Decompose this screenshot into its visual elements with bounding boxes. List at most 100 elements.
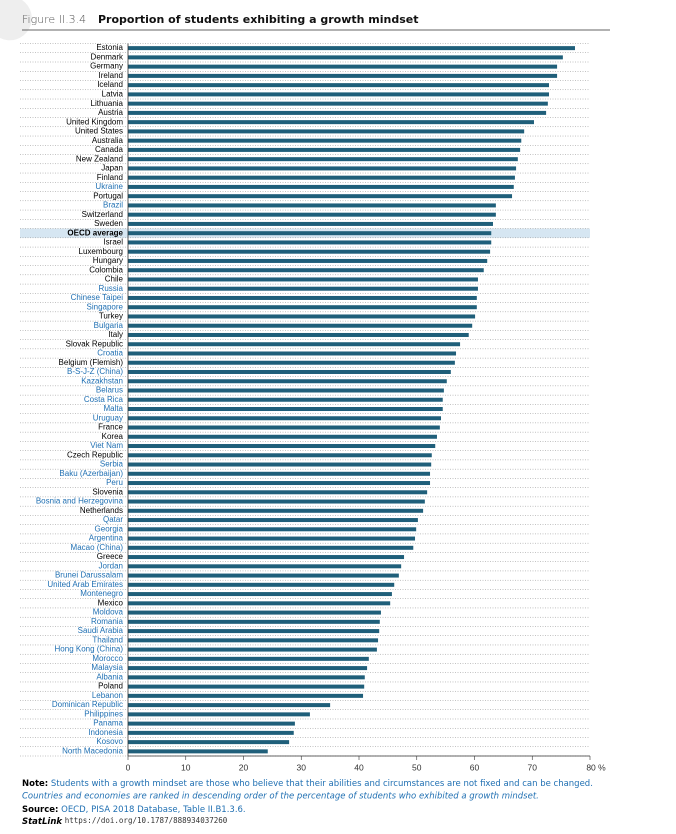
category-label: Colombia [89,265,123,274]
category-label: Switzerland [82,210,123,219]
category-label: Macao (China) [71,543,124,552]
bar [128,221,493,226]
bar [128,397,443,402]
category-label: Portugal [93,191,123,200]
bar [128,92,549,97]
bar [128,740,290,745]
x-tick-label: 30 [297,762,307,772]
category-label: Thailand [92,635,123,644]
category-label: Japan [101,164,123,173]
x-tick-label: 60 [470,762,480,772]
bar [128,138,522,143]
category-label: Sweden [94,219,123,228]
bar [128,730,294,735]
bar [128,277,478,282]
category-label: Morocco [92,654,123,663]
category-label: Kazakhstan [81,376,123,385]
bar [128,258,488,263]
bar [128,231,492,236]
bar [128,444,436,449]
bar [128,120,534,125]
category-label: Chile [105,275,124,284]
category-label: Israel [103,238,123,247]
statlink: StatLink https://doi.org/10.1787/8889340… [22,816,228,827]
x-tick-label: 70 [528,762,538,772]
bar [128,147,521,152]
category-label: Malta [103,404,123,413]
statlink-label: StatLink [22,817,63,827]
bar [128,110,547,115]
statlink-url[interactable]: https://doi.org/10.1787/888934037260 [65,816,228,825]
category-label: Croatia [97,349,123,358]
category-label: Hong Kong (China) [55,645,124,654]
category-label: Saudi Arabia [78,626,124,635]
bar [128,712,310,717]
bar [128,379,447,384]
category-label: Singapore [87,302,124,311]
category-label: Lebanon [92,691,123,700]
x-tick-label: 80 % [586,762,606,772]
category-label: Italy [108,330,123,339]
category-label: Bosnia and Herzegovina [36,497,124,506]
category-label: Kosovo [96,737,123,746]
bar [128,666,368,671]
bar [128,249,491,254]
category-label: Lithuania [91,99,124,108]
category-label: United States [75,127,123,136]
note-text: Students with a growth mindset are those… [51,779,593,789]
category-label: Korea [102,432,124,441]
category-label: Dominican Republic [52,700,123,709]
category-label: Peru [106,478,123,487]
category-label: North Macedonia [62,746,123,755]
bar [128,490,428,495]
bar [128,749,268,754]
bar [128,610,381,615]
bar [128,184,514,189]
bar [128,369,451,374]
bar [128,212,496,217]
category-label: Ireland [99,71,123,80]
bar [128,638,379,643]
category-label: Belgium (Flemish) [59,358,124,367]
category-label: Poland [98,682,123,691]
bar [128,619,380,624]
note: Note: Students with a growth mindset are… [22,779,593,789]
category-label: Brazil [103,201,123,210]
bar [128,462,432,467]
category-label: Canada [95,145,124,154]
category-label: Greece [97,552,124,561]
bar [128,647,377,652]
bar [128,453,432,458]
category-label: United Kingdom [66,117,123,126]
category-label: Iceland [97,80,123,89]
bar [128,101,548,106]
bar [128,592,392,597]
category-label: Philippines [84,709,123,718]
bar [128,286,478,291]
bar [128,175,515,180]
source-text: OECD, PISA 2018 Database, Table II.B1.3.… [61,805,246,815]
x-tick-label: 50 [412,762,422,772]
category-label: Slovenia [92,487,123,496]
category-label: Moldova [93,608,124,617]
category-label: Montenegro [80,589,123,598]
bar [128,203,496,208]
category-label: Czech Republic [67,450,123,459]
bar [128,527,417,532]
chart-title: Proportion of students exhibiting a grow… [98,13,419,26]
bar [128,582,395,587]
bar [128,305,477,310]
category-label: Australia [92,136,124,145]
bar [128,416,442,421]
bar [128,268,484,273]
category-label: Mexico [98,598,124,607]
bar [128,434,437,439]
category-label: France [98,423,123,432]
x-tick-label: 0 [126,762,131,772]
x-tick-label: 40 [354,762,364,772]
bar [128,83,549,88]
category-label: Jordan [99,561,123,570]
bar [128,508,424,513]
bar [128,295,477,300]
